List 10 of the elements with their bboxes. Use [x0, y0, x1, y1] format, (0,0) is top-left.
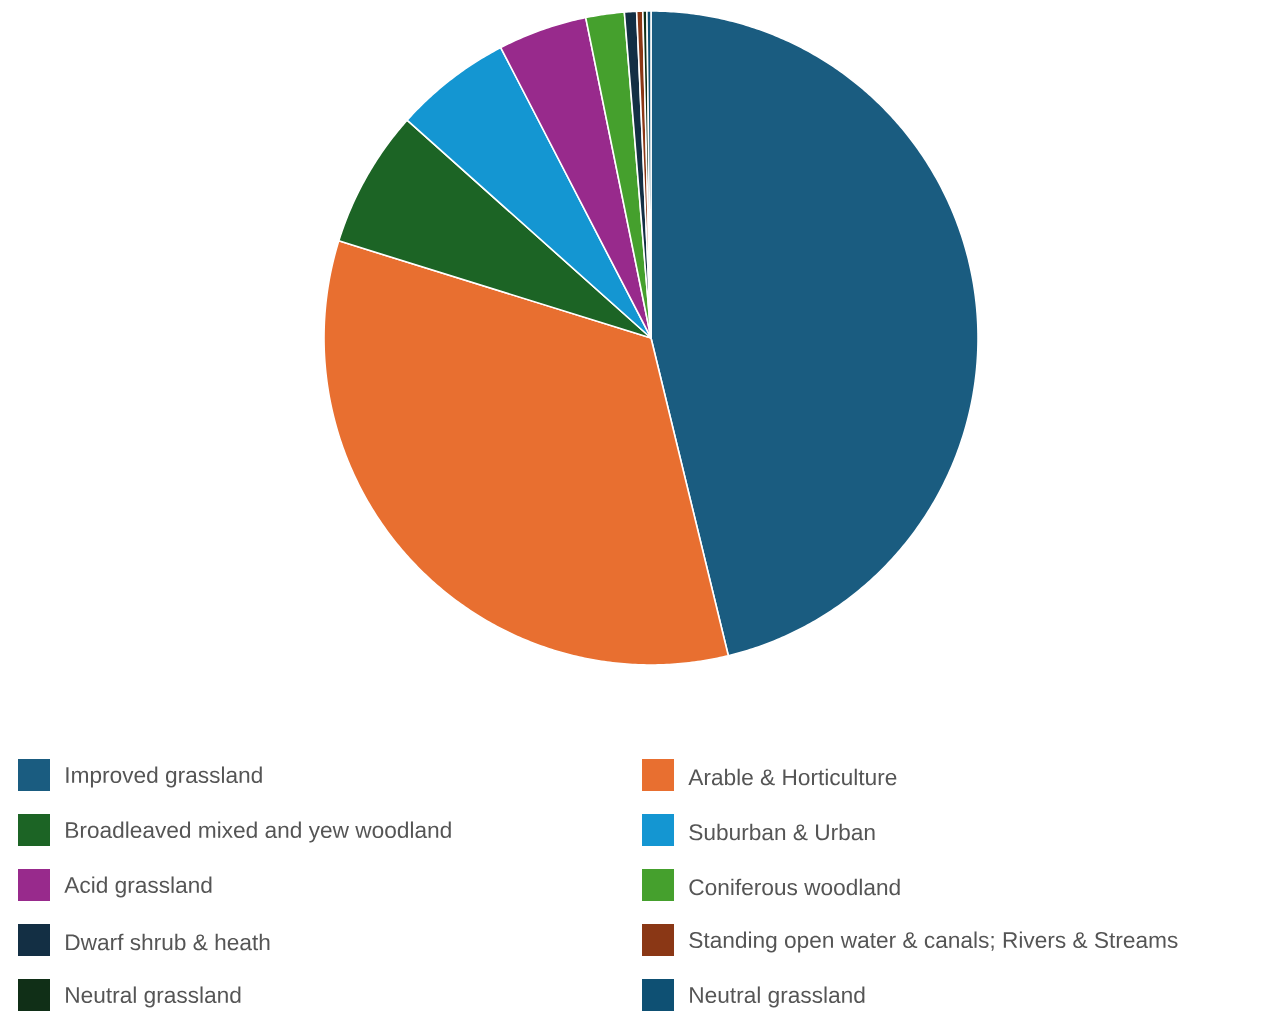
legend-label: Dwarf shrub & heath [66, 933, 270, 951]
legend-label: Standing open water & canals; Rivers & Streams [689, 931, 1178, 953]
legend-label: Acid grassland [64, 876, 212, 898]
legend-label: Coniferous woodland [689, 878, 900, 896]
legend-label: Arable & Horticulture [688, 768, 897, 786]
legend-label: Suburban & Urban [689, 823, 875, 841]
legend-label: Neutral grassland [690, 986, 865, 1008]
legend-label: Neutral grassland [66, 986, 241, 1008]
legend-label: Broadleaved mixed and yew woodland [66, 821, 451, 843]
legend-label: Improved grassland [66, 766, 262, 788]
